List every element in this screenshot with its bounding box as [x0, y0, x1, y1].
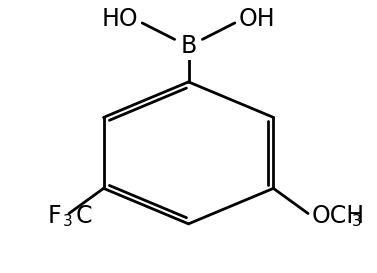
- Text: HO: HO: [102, 7, 138, 31]
- Text: B: B: [180, 34, 197, 58]
- Text: 3: 3: [63, 213, 73, 229]
- Text: F: F: [48, 204, 61, 228]
- Text: C: C: [76, 204, 92, 228]
- Text: 3: 3: [351, 213, 361, 229]
- Text: OH: OH: [239, 7, 275, 31]
- Text: OCH: OCH: [312, 204, 365, 228]
